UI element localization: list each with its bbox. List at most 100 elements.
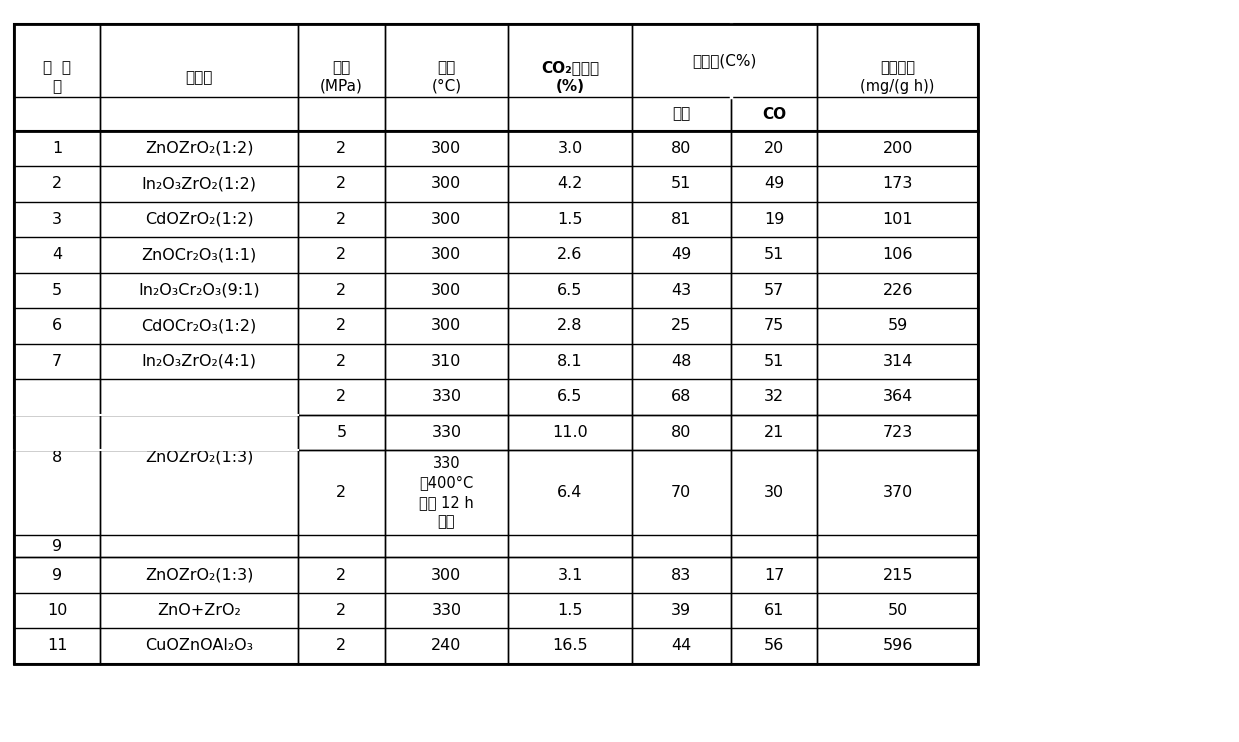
Text: 330: 330	[431, 603, 461, 618]
Bar	[14, 24, 978, 664]
Bar	[14, 24, 978, 664]
Text: 240: 240	[431, 638, 462, 654]
Text: 30: 30	[764, 485, 784, 500]
Text: 2: 2	[336, 485, 347, 500]
Text: 61: 61	[763, 603, 784, 618]
Text: 330: 330	[431, 425, 461, 440]
Text: 300: 300	[431, 177, 462, 191]
Text: 3.1: 3.1	[558, 568, 582, 582]
Text: 44: 44	[672, 638, 691, 654]
Text: 49: 49	[672, 247, 691, 263]
Text: 300: 300	[431, 283, 462, 298]
Text: CO: CO	[762, 107, 786, 122]
Text: 226: 226	[882, 283, 913, 298]
Text: 300: 300	[431, 318, 462, 333]
Text: 364: 364	[882, 390, 913, 404]
Text: 723: 723	[882, 425, 913, 440]
Text: 2: 2	[336, 177, 347, 191]
Text: 甲醇: 甲醇	[673, 107, 690, 122]
Text: 9: 9	[52, 539, 62, 554]
Text: 25: 25	[672, 318, 691, 333]
Text: 51: 51	[763, 354, 784, 369]
Text: 16.5: 16.5	[553, 638, 587, 654]
Text: 21: 21	[763, 425, 784, 440]
Text: 2: 2	[336, 247, 347, 263]
Text: 57: 57	[764, 283, 784, 298]
Text: 8.1: 8.1	[558, 354, 582, 369]
Text: 2: 2	[336, 141, 347, 156]
Text: ZnOZrO₂(1:2): ZnOZrO₂(1:2)	[145, 141, 254, 156]
Text: In₂O₃ZrO₂(1:2): In₂O₃ZrO₂(1:2)	[141, 177, 256, 191]
Text: 2: 2	[336, 318, 347, 333]
Text: 314: 314	[882, 354, 913, 369]
Text: 1.5: 1.5	[558, 212, 582, 227]
Text: 56: 56	[764, 638, 784, 654]
Text: 310: 310	[431, 354, 462, 369]
Text: 17: 17	[763, 568, 784, 582]
Text: 温度
(°C): 温度 (°C)	[431, 60, 461, 94]
Text: 压力
(MPa): 压力 (MPa)	[320, 60, 363, 94]
Text: ZnOCr₂O₃(1:1): ZnOCr₂O₃(1:1)	[141, 247, 256, 263]
Text: 选择性(C%): 选择性(C%)	[693, 53, 757, 68]
Text: 106: 106	[882, 247, 913, 263]
Text: 83: 83	[672, 568, 691, 582]
Text: 300: 300	[431, 212, 462, 227]
Text: 3: 3	[52, 212, 62, 227]
Text: 10: 10	[47, 603, 67, 618]
Text: ZnOZrO₂(1:3): ZnOZrO₂(1:3)	[145, 450, 253, 464]
Text: 68: 68	[672, 390, 691, 404]
Text: 4.2: 4.2	[558, 177, 582, 191]
Text: 300: 300	[431, 141, 462, 156]
Text: 9: 9	[52, 568, 62, 582]
Text: 实  施
例: 实 施 例	[43, 60, 71, 94]
Text: 催化剂: 催化剂	[186, 70, 213, 85]
Text: 5: 5	[336, 425, 347, 440]
Text: 7: 7	[52, 354, 62, 369]
Text: CuOZnOAl₂O₃: CuOZnOAl₂O₃	[145, 638, 253, 654]
Text: 甲醇产率
(mg/(g h)): 甲醇产率 (mg/(g h))	[860, 60, 935, 94]
Text: 51: 51	[672, 177, 691, 191]
Text: 101: 101	[882, 212, 913, 227]
Text: 20: 20	[764, 141, 784, 156]
Text: 39: 39	[672, 603, 691, 618]
Text: 370: 370	[882, 485, 913, 500]
Text: 2: 2	[336, 568, 347, 582]
Text: CdOCr₂O₃(1:2): CdOCr₂O₃(1:2)	[141, 318, 256, 333]
Text: ZnO+ZrO₂: ZnO+ZrO₂	[157, 603, 242, 618]
Text: 3.0: 3.0	[558, 141, 582, 156]
Text: 300: 300	[431, 247, 462, 263]
Text: 81: 81	[672, 212, 691, 227]
Text: 8: 8	[52, 450, 62, 464]
Text: 11: 11	[47, 638, 67, 654]
Text: 2: 2	[336, 390, 347, 404]
Text: 48: 48	[672, 354, 691, 369]
Text: 2.6: 2.6	[558, 247, 582, 263]
Text: 75: 75	[764, 318, 784, 333]
Text: 215: 215	[882, 568, 913, 582]
Text: 2: 2	[336, 212, 347, 227]
Text: 2: 2	[336, 603, 347, 618]
Text: 43: 43	[672, 283, 691, 298]
Text: 2: 2	[336, 354, 347, 369]
Text: 11.0: 11.0	[553, 425, 589, 440]
Text: 1: 1	[52, 141, 62, 156]
Text: 6: 6	[52, 318, 62, 333]
Text: 2: 2	[336, 283, 347, 298]
Text: 2: 2	[52, 177, 62, 191]
Text: 80: 80	[672, 141, 691, 156]
Text: 51: 51	[763, 247, 784, 263]
Text: 6.4: 6.4	[558, 485, 582, 500]
Text: 300: 300	[431, 568, 462, 582]
Text: 2: 2	[336, 638, 347, 654]
Text: 59: 59	[887, 318, 908, 333]
Text: 330: 330	[431, 390, 461, 404]
Text: CO₂转化率
(%): CO₂转化率 (%)	[541, 60, 600, 94]
Text: 2.8: 2.8	[558, 318, 582, 333]
Text: 5: 5	[52, 283, 62, 298]
Text: 330
（400°C
反应 12 h
后）: 330 （400°C 反应 12 h 后）	[419, 456, 473, 529]
Text: ZnOZrO₂(1:3): ZnOZrO₂(1:3)	[145, 568, 253, 582]
Text: 4: 4	[52, 247, 62, 263]
Text: 70: 70	[672, 485, 691, 500]
Text: 596: 596	[882, 638, 913, 654]
Text: In₂O₃ZrO₂(4:1): In₂O₃ZrO₂(4:1)	[141, 354, 256, 369]
